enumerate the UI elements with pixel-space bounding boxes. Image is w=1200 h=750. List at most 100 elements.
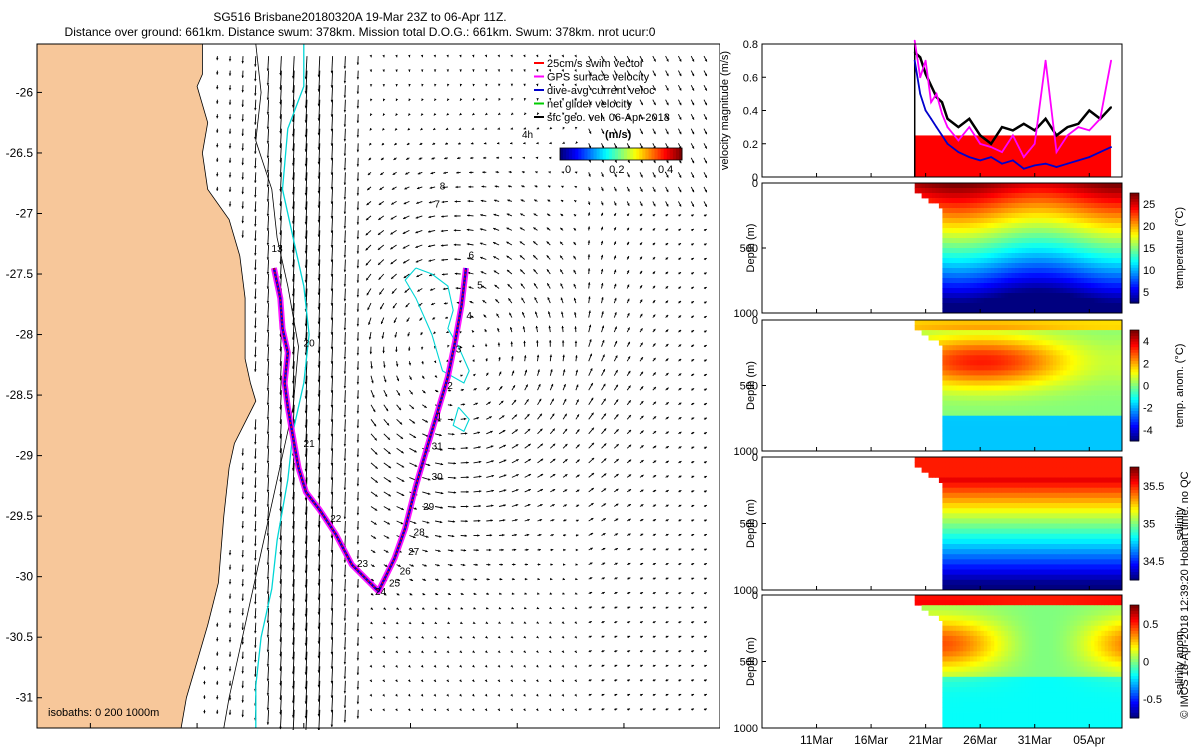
velocity-arrow	[331, 332, 334, 350]
velocity-arrow	[305, 70, 308, 94]
arrow-head	[433, 650, 437, 653]
section-cell	[1049, 303, 1054, 309]
section-cell	[966, 308, 971, 314]
arrow-head	[628, 474, 632, 477]
arrow-head	[704, 330, 707, 333]
arrow-head	[679, 73, 682, 77]
velocity-arrow	[267, 462, 270, 478]
section-cell	[1018, 268, 1023, 274]
arrow-head	[589, 708, 592, 711]
velocity-arrow	[318, 128, 321, 150]
section-cell	[1108, 193, 1113, 199]
arrow-head	[483, 314, 486, 318]
arrow-head	[535, 171, 538, 174]
arrow-head	[666, 373, 669, 376]
arrow-head	[429, 273, 432, 277]
arrow-head	[228, 117, 232, 120]
arrow-head	[216, 638, 219, 642]
section-cell	[1008, 268, 1012, 274]
arrow-head	[588, 174, 591, 177]
arrow-head	[564, 444, 568, 447]
section-cell	[983, 308, 988, 314]
arrow-head	[666, 189, 669, 193]
section-cell	[1052, 293, 1057, 299]
section-cell	[1018, 193, 1023, 199]
section-cell	[1066, 273, 1071, 279]
section-cell	[959, 298, 964, 304]
section-cell	[1066, 203, 1071, 209]
section-cell	[1087, 218, 1092, 224]
arrow-head	[575, 369, 578, 373]
arrow-head	[615, 370, 618, 373]
arrow-head	[408, 69, 411, 72]
arrow-head	[562, 141, 566, 144]
section-cell	[1111, 208, 1116, 214]
arrow-head	[574, 621, 577, 624]
section-cell	[1097, 238, 1102, 244]
arrow-head	[640, 679, 643, 682]
section-cell	[987, 233, 992, 239]
section-cell	[1046, 243, 1050, 249]
arrow-head	[467, 257, 470, 260]
arrow-head	[587, 226, 591, 229]
arrow-head	[386, 536, 390, 539]
section-cell	[1028, 228, 1033, 234]
arrow-head	[241, 104, 244, 107]
arrow-head	[343, 197, 347, 200]
section-cell	[1111, 228, 1116, 234]
section-cell	[952, 248, 957, 254]
arrow-head	[398, 407, 401, 411]
arrow-head	[430, 288, 433, 291]
arrow-head	[477, 431, 480, 434]
section-cell	[1101, 188, 1106, 194]
velocity-arrow	[331, 666, 334, 684]
velocity-arrow	[292, 244, 295, 268]
arrow-head	[539, 413, 542, 417]
section-cell	[1035, 228, 1040, 234]
section-cell	[1014, 218, 1019, 224]
section-cell	[1039, 268, 1043, 274]
arrow-head	[560, 269, 563, 272]
arrow-head	[523, 679, 526, 682]
section-cell	[1001, 193, 1005, 199]
arrow-head	[444, 157, 447, 160]
arrow-head	[466, 243, 470, 246]
section-cell	[1066, 233, 1071, 239]
arrow-head	[691, 229, 694, 232]
section-cell	[973, 198, 978, 204]
section-cell	[1008, 283, 1012, 289]
arrow-head	[614, 340, 618, 344]
day-label: 13	[272, 244, 284, 255]
arrow-head	[603, 503, 606, 506]
arrow-head	[548, 185, 551, 188]
section-cell	[1084, 183, 1088, 189]
arrow-head	[551, 398, 554, 402]
section-cell	[963, 208, 967, 214]
arrow-head	[614, 621, 618, 624]
arrow-head	[665, 592, 669, 595]
arrow-head	[487, 387, 490, 390]
y-tick-label: -29	[16, 449, 34, 463]
arrow-head	[216, 711, 219, 714]
arrow-head	[366, 292, 369, 296]
arrow-head	[665, 577, 669, 580]
arrow-head	[241, 540, 244, 543]
section-cell	[1052, 223, 1057, 229]
section-cell	[1004, 213, 1009, 219]
section-cell	[970, 243, 974, 249]
arrow-head	[391, 202, 394, 205]
section-cell	[1080, 218, 1085, 224]
velocity-arrow	[318, 535, 321, 557]
day-label: 8	[440, 181, 446, 192]
section-cell	[1077, 303, 1081, 309]
arrow-head	[574, 54, 577, 58]
section-cell	[994, 268, 999, 274]
section-cell	[987, 208, 992, 214]
arrow-head	[228, 204, 232, 207]
arrow-head	[665, 286, 669, 289]
arrow-head	[403, 216, 406, 219]
velocity-arrow	[292, 128, 295, 152]
section-cell	[1101, 203, 1106, 209]
arrow-head	[390, 232, 393, 235]
arrow-head	[614, 693, 618, 697]
